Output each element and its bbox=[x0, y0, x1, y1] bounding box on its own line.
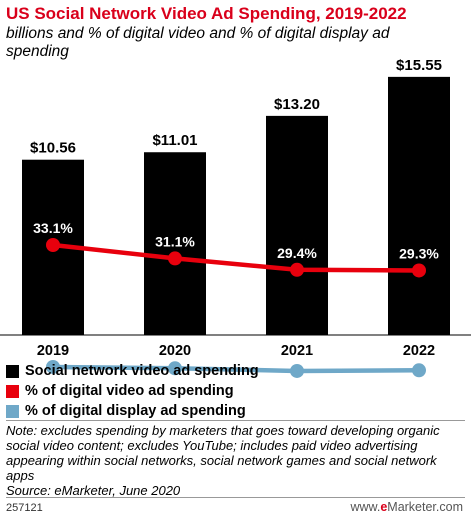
note-divider bbox=[6, 420, 465, 421]
line-series-2 bbox=[52, 364, 420, 374]
legend-label-display-share: % of digital display ad spending bbox=[25, 403, 246, 419]
point-label-series-2-2021: 14.3% bbox=[277, 383, 317, 399]
point-series-1-2021 bbox=[290, 262, 304, 277]
chart-note: Note: excludes spending by marketers tha… bbox=[6, 423, 468, 498]
legend-label-video-share: % of digital video ad spending bbox=[25, 383, 234, 399]
point-label-series-2-2022: 14.4% bbox=[399, 382, 439, 398]
legend-swatch-spending bbox=[6, 364, 19, 378]
legend-item-spending: Social network video ad spending bbox=[6, 361, 466, 381]
bar-value-label-2021: $13.20 bbox=[274, 96, 320, 113]
point-label-series-2-2020: 14.7% bbox=[155, 380, 195, 396]
line-series-1 bbox=[52, 242, 420, 273]
bar-2022 bbox=[388, 76, 450, 336]
point-series-2-2019 bbox=[46, 359, 60, 374]
x-tick-2020: 2020 bbox=[159, 343, 191, 359]
x-tick-2021: 2021 bbox=[281, 343, 313, 359]
bar-value-label-2019: $10.56 bbox=[30, 140, 76, 157]
point-series-2-2021 bbox=[290, 363, 304, 378]
footer-divider bbox=[6, 497, 465, 498]
point-label-series-2-2019: 14.9% bbox=[33, 379, 73, 395]
chart-id: 257121 bbox=[6, 502, 43, 514]
point-series-2-2020 bbox=[168, 361, 182, 376]
brand-prefix: www. bbox=[350, 500, 381, 514]
legend-item-video-share: % of digital video ad spending bbox=[6, 381, 466, 401]
point-label-series-1-2022: 29.3% bbox=[399, 245, 439, 261]
point-label-series-1-2020: 31.1% bbox=[155, 233, 195, 249]
legend-label-spending: Social network video ad spending bbox=[25, 363, 259, 379]
chart-subtitle: billions and % of digital video and % of… bbox=[6, 25, 390, 60]
bar-value-label-2020: $11.01 bbox=[152, 132, 197, 149]
point-series-1-2022 bbox=[412, 263, 426, 278]
x-tick-2022: 2022 bbox=[403, 343, 435, 359]
brand-e: e bbox=[380, 500, 388, 514]
source-text: Source: eMarketer, June 2020 bbox=[6, 483, 181, 498]
point-label-series-1-2021: 29.4% bbox=[277, 245, 317, 261]
bar-2020 bbox=[144, 152, 206, 335]
note-text: Note: excludes spending by marketers tha… bbox=[6, 423, 440, 483]
legend-swatch-display-share bbox=[6, 404, 19, 418]
brand-rest: Marketer.com bbox=[387, 500, 463, 514]
legend-item-display-share: % of digital display ad spending bbox=[6, 401, 466, 421]
point-series-2-2022 bbox=[412, 363, 426, 378]
point-series-1-2020 bbox=[168, 251, 182, 266]
bar-2021 bbox=[266, 115, 328, 335]
legend-swatch-video-share bbox=[6, 384, 19, 398]
point-series-1-2019 bbox=[46, 238, 60, 252]
chart-title: US Social Network Video Ad Spending, 201… bbox=[6, 4, 407, 23]
brand-link[interactable]: www.eMarketer.com bbox=[350, 500, 463, 514]
point-label-series-1-2019: 33.1% bbox=[33, 220, 73, 236]
chart-legend: Social network video ad spending % of di… bbox=[6, 361, 466, 421]
x-tick-2019: 2019 bbox=[37, 343, 69, 359]
bar-value-label-2022: $15.55 bbox=[396, 57, 442, 74]
